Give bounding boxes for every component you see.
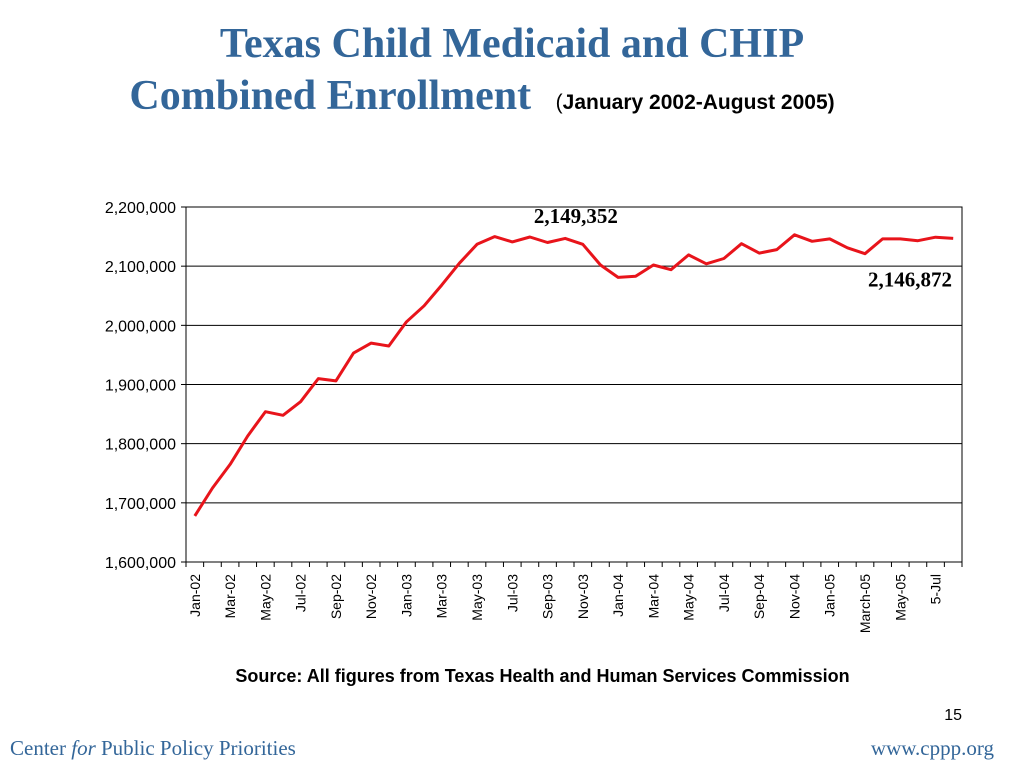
- x-tick-label: May-02: [257, 574, 273, 621]
- x-tick-label: Jan-03: [398, 574, 414, 617]
- title-line-2: Combined Enrollment: [129, 73, 532, 119]
- x-tick-label: Jan-02: [187, 574, 203, 617]
- x-tick-label: May-05: [892, 574, 908, 621]
- x-tick-label: Jan-04: [610, 574, 626, 617]
- x-tick-label: May-04: [681, 574, 697, 621]
- footer-org-part-3: Public Policy Priorities: [95, 736, 296, 760]
- x-tick-label: Jul-04: [716, 574, 732, 612]
- subtitle-open-paren: (: [555, 91, 563, 114]
- x-tick-label: Mar-03: [434, 574, 450, 619]
- subtitle-text: January 2002-August 2005): [562, 91, 835, 114]
- page-number: 15: [944, 707, 962, 724]
- x-tick-label: Jul-02: [293, 574, 309, 612]
- x-tick-label: 5-Jul: [928, 574, 944, 604]
- y-tick-label: 1,900,000: [105, 378, 176, 395]
- footer-website-link[interactable]: www.cppp.org: [870, 736, 994, 760]
- x-tick-label: Jul-03: [504, 574, 520, 612]
- y-tick-label: 1,800,000: [105, 437, 176, 454]
- x-tick-label: Jan-05: [822, 574, 838, 617]
- source-note: Source: All figures from Texas Health an…: [235, 666, 850, 686]
- x-tick-label: Nov-04: [786, 574, 802, 619]
- y-tick-label: 2,200,000: [105, 200, 176, 217]
- x-tick-label: March-05: [857, 574, 873, 633]
- y-tick-label: 1,700,000: [105, 496, 176, 513]
- x-tick-label: Mar-02: [222, 574, 238, 619]
- title-line-2-row: Combined Enrollment (January 2002-August…: [0, 70, 994, 129]
- footer-org-part-2: for: [71, 736, 96, 760]
- x-tick-label: Nov-02: [363, 574, 379, 619]
- y-tick-label: 2,100,000: [105, 259, 176, 276]
- enrollment-series-line: [193, 233, 954, 517]
- y-tick-label: 1,600,000: [105, 555, 176, 572]
- footer-org-part-1: Center: [10, 736, 72, 760]
- x-tick-label: Mar-04: [645, 574, 661, 619]
- data-label: 2,146,872: [868, 267, 952, 291]
- title-line-1: Texas Child Medicaid and CHIP: [219, 21, 805, 67]
- x-tick-label: Nov-03: [575, 574, 591, 619]
- x-tick-label: Sep-04: [751, 574, 767, 619]
- x-tick-label: May-03: [469, 574, 485, 621]
- slide-title: Texas Child Medicaid and CHIP Combined E…: [0, 18, 1024, 129]
- footer-organization: Center for Public Policy Priorities: [10, 736, 296, 761]
- data-label: 2,149,352: [534, 204, 618, 228]
- x-tick-label: Sep-02: [328, 574, 344, 619]
- chart-subtitle: (January 2002-August 2005): [556, 91, 835, 114]
- x-tick-label: Sep-03: [540, 574, 556, 619]
- y-tick-label: 2,000,000: [105, 318, 176, 335]
